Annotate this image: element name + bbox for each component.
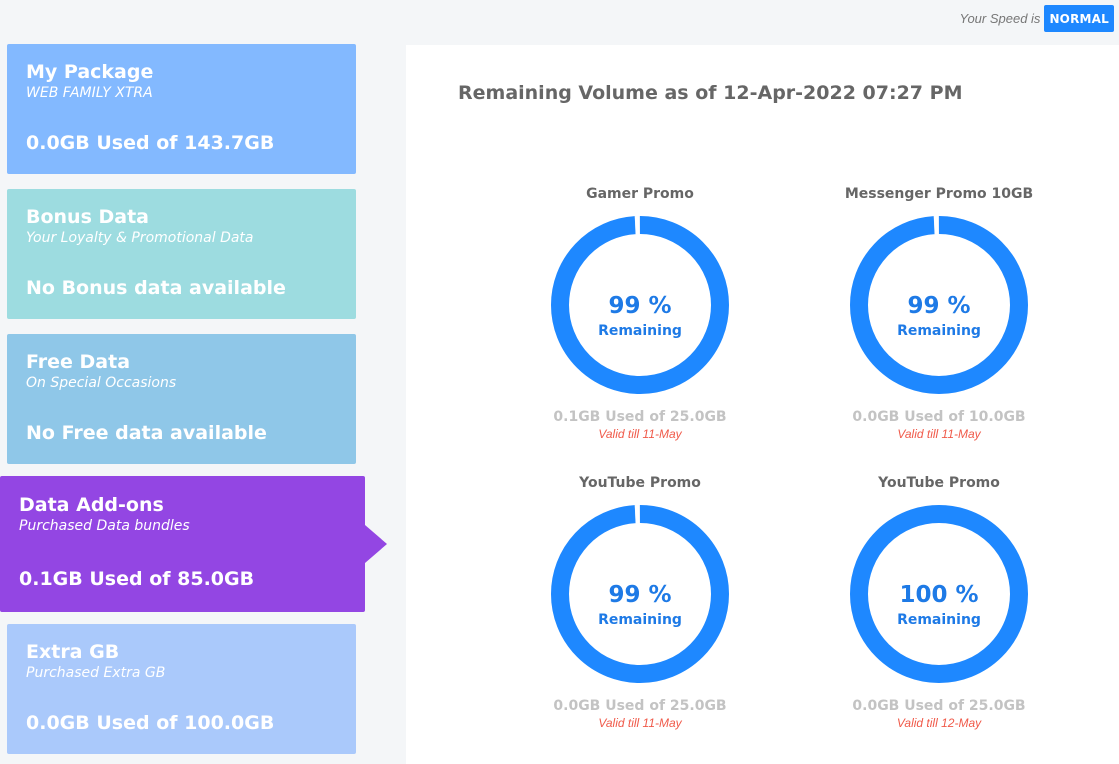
card-bonus-data[interactable]: Bonus Data Your Loyalty & Promotional Da… <box>7 189 356 319</box>
donut-chart: 99 % Remaining <box>551 215 729 394</box>
card-subtitle: On Special Occasions <box>26 375 177 391</box>
card-my-package[interactable]: My Package WEB FAMILY XTRA 0.0GB Used of… <box>7 44 356 174</box>
promo-usage: 0.1GB Used of 25.0GB <box>553 409 727 425</box>
donut-percent: 99 % <box>608 582 671 608</box>
card-subtitle: Purchased Extra GB <box>26 665 166 681</box>
donut-remaining-label: Remaining <box>598 612 682 628</box>
remaining-volume-panel: Remaining Volume as of 12-Apr-2022 07:27… <box>406 45 1119 764</box>
card-free-data[interactable]: Free Data On Special Occasions No Free d… <box>7 334 356 464</box>
promo-usage: 0.0GB Used of 25.0GB <box>553 698 727 714</box>
promo-validity: Valid till 11-May <box>897 427 981 441</box>
promo-validity: Valid till 11-May <box>598 427 682 441</box>
donut-chart: 99 % Remaining <box>850 215 1028 394</box>
speed-badge: NORMAL <box>1044 5 1114 32</box>
card-usage: 0.1GB Used of 85.0GB <box>19 568 255 590</box>
active-card-arrow <box>365 525 387 563</box>
donut-remaining-label: Remaining <box>897 323 981 339</box>
donut-chart: 100 % Remaining <box>850 505 1028 683</box>
speed-indicator: Your Speed is NORMAL <box>959 5 1114 32</box>
promo-gamer: Gamer Promo 99 % Remaining 0.1GB Used of … <box>530 186 750 441</box>
card-usage: 0.0GB Used of 100.0GB <box>26 712 275 734</box>
donut-percent: 99 % <box>907 293 970 319</box>
promo-youtube-2: YouTube Promo 100 % Remaining 0.0GB Used … <box>829 475 1049 730</box>
promo-name: Messenger Promo 10GB <box>844 186 1034 202</box>
card-subtitle: Your Loyalty & Promotional Data <box>26 230 254 246</box>
card-title: Data Add-ons <box>19 494 164 516</box>
card-title: My Package <box>26 61 154 83</box>
card-usage: No Free data available <box>26 422 267 444</box>
donut-remaining-arc <box>551 216 729 394</box>
donut-percent: 99 % <box>608 293 671 319</box>
card-data-addons[interactable]: Data Add-ons Purchased Data bundles 0.1G… <box>0 476 387 612</box>
promo-validity: Valid till 12-May <box>896 716 982 730</box>
promo-youtube-1: YouTube Promo 99 % Remaining 0.0GB Used o… <box>530 475 750 730</box>
card-subtitle: WEB FAMILY XTRA <box>26 85 153 101</box>
donut-remaining-label: Remaining <box>598 323 682 339</box>
donut-chart: 99 % Remaining <box>551 504 729 683</box>
donut-remaining-arc <box>850 505 1028 683</box>
promo-usage: 0.0GB Used of 25.0GB <box>852 698 1026 714</box>
panel-title: Remaining Volume as of 12-Apr-2022 07:27… <box>458 82 963 104</box>
card-usage: No Bonus data available <box>26 277 286 299</box>
card-usage: 0.0GB Used of 143.7GB <box>26 132 275 154</box>
card-title: Free Data <box>26 351 131 373</box>
donut-used-notch <box>634 504 640 524</box>
speed-label: Your Speed is <box>959 11 1041 26</box>
promo-validity: Valid till 11-May <box>598 716 682 730</box>
donut-remaining-arc <box>551 505 729 683</box>
card-extra-gb[interactable]: Extra GB Purchased Extra GB 0.0GB Used o… <box>7 624 356 754</box>
promo-usage: 0.0GB Used of 10.0GB <box>852 409 1026 425</box>
donut-used-notch <box>634 215 640 235</box>
card-subtitle: Purchased Data bundles <box>19 518 190 534</box>
promo-messenger: Messenger Promo 10GB 99 % Remaining 0.0GB… <box>829 186 1049 441</box>
promo-name: YouTube Promo <box>878 475 1000 491</box>
donut-percent: 100 % <box>899 582 978 608</box>
promo-name: Gamer Promo <box>586 186 694 202</box>
card-title: Bonus Data <box>26 206 150 228</box>
donut-remaining-arc <box>850 216 1028 394</box>
card-title: Extra GB <box>26 641 120 663</box>
donut-remaining-label: Remaining <box>897 612 981 628</box>
donut-used-notch <box>933 215 939 235</box>
promo-name: YouTube Promo <box>579 475 701 491</box>
